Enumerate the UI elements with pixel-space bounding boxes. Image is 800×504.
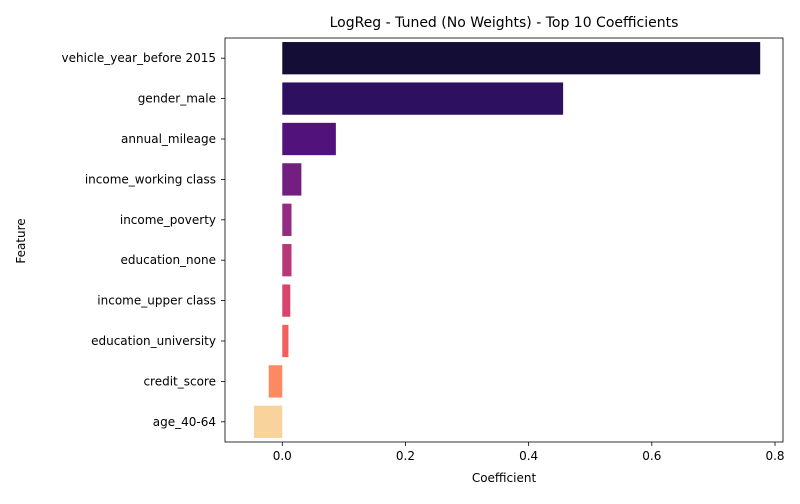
- bar-2: [282, 122, 336, 156]
- y-tick-label: vehicle_year_before 2015: [62, 51, 216, 65]
- bar-9: [253, 405, 283, 438]
- y-tick-label: age_40-64: [153, 415, 216, 429]
- bar-1: [282, 82, 564, 115]
- x-tick-label: 0.6: [642, 449, 661, 463]
- plot-frame: [224, 37, 784, 443]
- bar-0: [282, 42, 761, 75]
- y-axis-label: Feature: [14, 218, 28, 263]
- bar-5: [282, 244, 292, 277]
- x-tick-label: 0.2: [396, 449, 415, 463]
- bar-7: [282, 324, 289, 358]
- y-tick-label: annual_mileage: [121, 132, 216, 146]
- y-axis-ticks: vehicle_year_before 2015 gender_maleannua…: [62, 51, 225, 429]
- bar-8: [268, 365, 283, 398]
- x-tick-label: 0.8: [765, 449, 784, 463]
- y-tick-label: education_university: [91, 334, 216, 348]
- x-axis-label: Coefficient: [472, 471, 537, 485]
- y-tick-label: income_poverty: [120, 213, 216, 227]
- bar-3: [282, 163, 302, 196]
- bar-6: [282, 284, 291, 317]
- x-tick-label: 0.4: [519, 449, 538, 463]
- bars-group: [253, 42, 761, 438]
- x-tick-label: 0.0: [273, 449, 292, 463]
- bar-4: [282, 203, 292, 236]
- y-tick-label: income_upper class: [97, 294, 216, 308]
- y-tick-label: gender_male: [138, 92, 216, 106]
- y-tick-label: education_none: [121, 253, 216, 267]
- x-axis-ticks: 0.0 0.2 0.4 0.6 0.8: [273, 442, 785, 463]
- y-tick-label: credit_score: [143, 374, 216, 388]
- chart-title: LogReg - Tuned (No Weights) - Top 10 Coe…: [330, 15, 679, 31]
- y-tick-label: income_working class: [85, 172, 216, 186]
